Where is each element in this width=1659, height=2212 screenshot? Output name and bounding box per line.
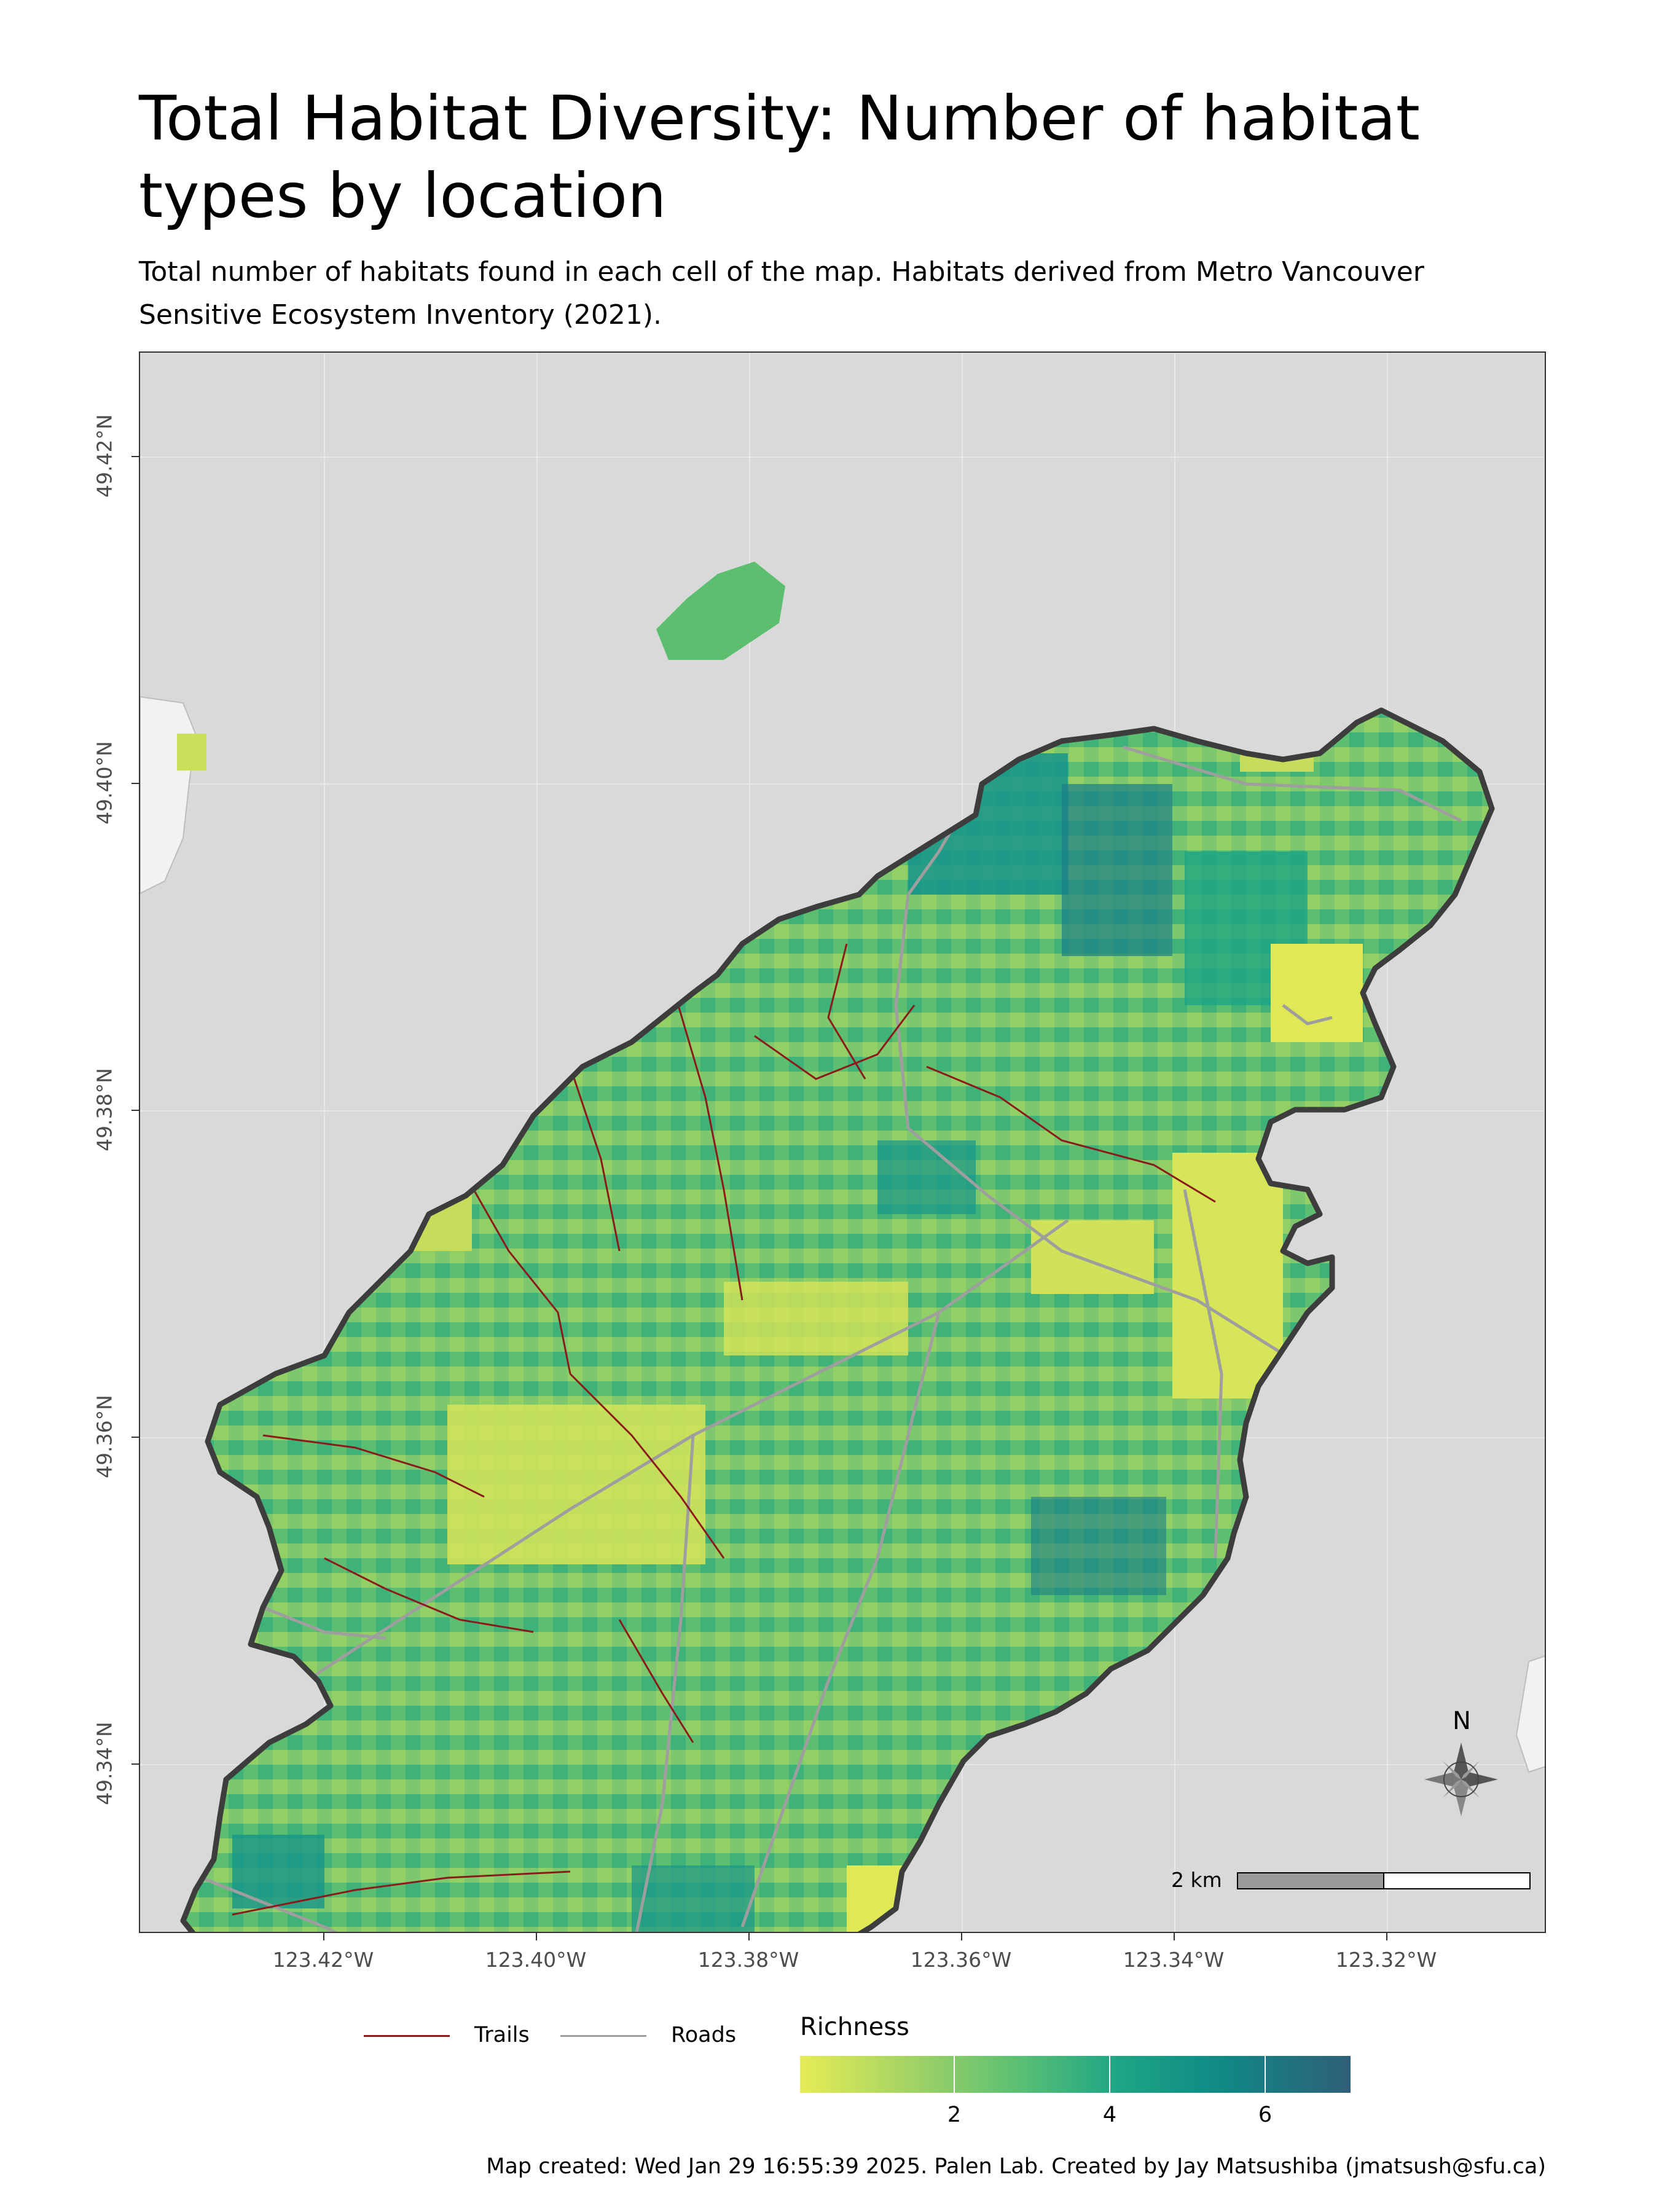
scale-bar bbox=[1237, 1872, 1531, 1889]
line-legend: Trails Roads bbox=[364, 2022, 794, 2052]
roads-layer bbox=[201, 745, 1462, 1932]
x-tick-label: 123.34°W bbox=[1123, 1948, 1225, 1972]
map-canvas bbox=[140, 353, 1545, 1932]
map-caption: Map created: Wed Jan 29 16:55:39 2025. P… bbox=[486, 2154, 1546, 2179]
y-tick-mark bbox=[131, 456, 139, 457]
map-subtitle: Total number of habitats found in each c… bbox=[139, 256, 1424, 331]
y-tick-label: 49.40°N bbox=[92, 741, 117, 825]
y-tick-mark bbox=[131, 1763, 139, 1765]
north-label: N bbox=[1453, 1707, 1471, 1735]
x-tick-mark bbox=[1174, 1933, 1175, 1940]
map-panel[interactable]: 2 km N bbox=[139, 351, 1546, 1933]
north-islet bbox=[656, 562, 785, 660]
x-tick-mark bbox=[536, 1933, 537, 1940]
y-tick-label: 49.34°N bbox=[92, 1722, 117, 1805]
x-tick-mark bbox=[748, 1933, 750, 1940]
colorbar-tick bbox=[1265, 2056, 1266, 2093]
colorbar-tick-label: 4 bbox=[1102, 2103, 1117, 2127]
north-arrow-compass-icon bbox=[1424, 1743, 1498, 1816]
y-tick-mark bbox=[131, 1110, 139, 1111]
roads-legend-label: Roads bbox=[671, 2023, 737, 2047]
y-tick-mark bbox=[131, 783, 139, 784]
x-tick-label: 123.40°W bbox=[485, 1948, 587, 1972]
x-tick-mark bbox=[1386, 1933, 1387, 1940]
colorbar-tick bbox=[1109, 2056, 1110, 2093]
y-tick-label: 49.42°N bbox=[92, 414, 117, 498]
x-tick-mark bbox=[323, 1933, 324, 1940]
x-tick-label: 123.38°W bbox=[697, 1948, 799, 1972]
x-tick-mark bbox=[961, 1933, 962, 1940]
colorbar-tick bbox=[954, 2056, 955, 2093]
colorbar-tick-label: 6 bbox=[1258, 2103, 1273, 2127]
trails-legend-swatch bbox=[364, 2035, 450, 2037]
colorbar-tick-label: 2 bbox=[947, 2103, 962, 2127]
roads-legend-swatch bbox=[560, 2035, 646, 2037]
east-shore-landmass bbox=[1515, 1655, 1545, 1773]
richness-colorbar bbox=[800, 2056, 1351, 2093]
x-tick-label: 123.42°W bbox=[272, 1948, 374, 1972]
trails-legend-label: Trails bbox=[474, 2023, 530, 2047]
y-tick-mark bbox=[131, 1437, 139, 1438]
scale-bar-label: 2 km bbox=[1171, 1868, 1222, 1892]
richness-legend-title: Richness bbox=[800, 2013, 909, 2041]
x-tick-label: 123.32°W bbox=[1335, 1948, 1437, 1972]
y-tick-label: 49.36°N bbox=[92, 1395, 117, 1478]
y-tick-label: 49.38°N bbox=[92, 1068, 117, 1151]
map-title: Total Habitat Diversity: Number of habit… bbox=[139, 82, 1420, 232]
x-tick-label: 123.36°W bbox=[910, 1948, 1012, 1972]
